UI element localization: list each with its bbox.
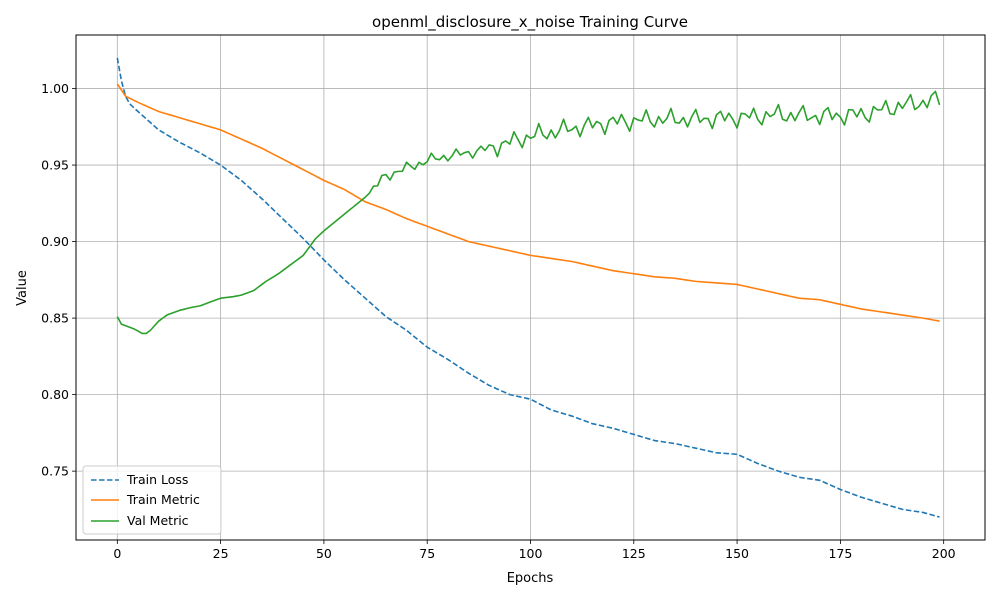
x-axis: 0 25 50 75 100 125 150 175 200 xyxy=(113,540,956,561)
x-tick-label: 100 xyxy=(519,546,543,561)
series-line-train-metric xyxy=(116,83,940,322)
y-tick-label: 1.00 xyxy=(41,81,69,96)
x-tick-label: 25 xyxy=(213,546,229,561)
series-line-train-loss xyxy=(116,57,940,518)
chart-title: openml_disclosure_x_noise Training Curve xyxy=(372,13,688,32)
legend-label-train-metric: Train Metric xyxy=(126,492,200,507)
y-tick-label: 0.85 xyxy=(41,311,69,326)
y-tick-label: 0.90 xyxy=(41,234,69,249)
legend-label-val-metric: Val Metric xyxy=(127,513,189,528)
x-tick-label: 75 xyxy=(419,546,435,561)
y-tick-label: 0.95 xyxy=(41,158,69,173)
x-tick-label: 200 xyxy=(932,546,956,561)
x-tick-label: 50 xyxy=(316,546,332,561)
x-tick-label: 125 xyxy=(622,546,646,561)
y-axis: 0.75 0.80 0.85 0.90 0.95 1.00 xyxy=(41,81,76,479)
legend: Train Loss Train Metric Val Metric xyxy=(82,465,222,535)
x-tick-label: 175 xyxy=(828,546,852,561)
legend-box xyxy=(82,465,222,535)
x-tick-label: 150 xyxy=(725,546,749,561)
series-line-val-metric xyxy=(116,90,941,335)
y-axis-label: Value xyxy=(15,270,30,306)
series-layer xyxy=(116,57,941,518)
y-tick-label: 0.80 xyxy=(41,387,69,402)
x-tick-label: 0 xyxy=(113,546,121,561)
y-tick-label: 0.75 xyxy=(41,464,69,479)
legend-label-train-loss: Train Loss xyxy=(126,472,188,487)
x-axis-label: Epochs xyxy=(507,571,554,586)
